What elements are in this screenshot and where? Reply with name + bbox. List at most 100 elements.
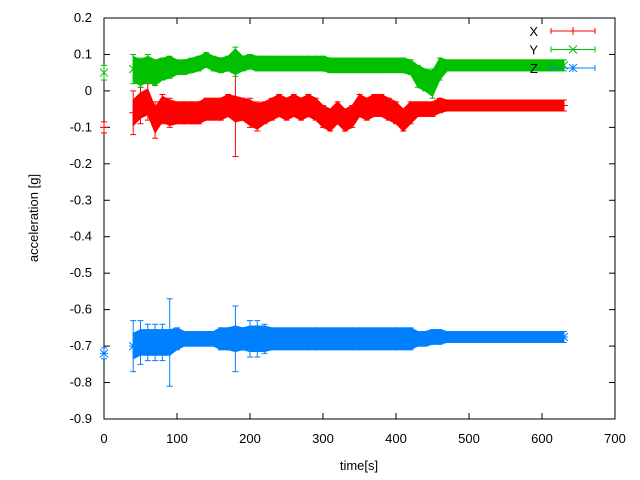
data-point-y — [530, 61, 540, 70]
data-point-z — [165, 338, 175, 347]
data-band-y — [432, 56, 441, 97]
data-band-y — [147, 55, 156, 87]
data-band-y — [271, 55, 280, 72]
y-tick-label: 0 — [85, 83, 92, 98]
data-point-x — [552, 101, 561, 110]
data-point-y — [128, 64, 138, 74]
data-point-y — [340, 61, 350, 70]
y-tick-label: -0.9 — [70, 411, 92, 426]
data-point-z — [391, 334, 401, 344]
data-point-x — [319, 112, 327, 121]
data-point-x — [370, 101, 379, 110]
data-point-x — [224, 101, 233, 110]
data-point-y — [355, 61, 364, 70]
data-point-z — [377, 334, 386, 344]
data-point-z — [398, 334, 408, 344]
data-point-y — [216, 61, 226, 70]
data-point-z — [537, 332, 547, 342]
data-point-z — [158, 338, 167, 347]
data-band-y — [198, 51, 207, 72]
data-point-y — [223, 59, 233, 68]
data-point-z — [544, 332, 554, 342]
x-tick-label: 400 — [385, 431, 407, 446]
data-point-x — [304, 101, 313, 110]
data-point-x — [559, 101, 568, 110]
data-point-x — [479, 101, 488, 110]
data-point-x — [384, 105, 393, 114]
x-tick-label: 700 — [604, 431, 626, 446]
data-point-y — [260, 59, 269, 68]
data-point-y — [369, 61, 379, 70]
data-point-x — [413, 105, 422, 114]
data-point-y — [136, 68, 145, 78]
data-point-z — [267, 334, 277, 344]
x-tick-label: 300 — [312, 431, 334, 446]
data-band-x — [161, 95, 171, 127]
data-point-x — [165, 108, 174, 117]
data-point-z — [442, 332, 452, 342]
data-band-y — [307, 55, 317, 72]
data-point-x — [530, 101, 539, 110]
data-point-z — [136, 338, 145, 347]
data-point-y — [413, 71, 423, 81]
data-point-x — [545, 101, 554, 110]
data-point-z — [216, 334, 226, 344]
data-point-y — [501, 61, 510, 70]
data-point-y — [150, 68, 160, 78]
x-tick-label: 600 — [531, 431, 553, 446]
y-tick-label: -0.7 — [70, 338, 92, 353]
data-band-x — [249, 99, 258, 130]
data-point-z — [187, 334, 196, 344]
data-point-y — [377, 61, 386, 70]
data-point-y — [457, 61, 467, 70]
data-point-x — [472, 101, 481, 110]
data-point-x — [246, 108, 254, 117]
data-point-y — [508, 61, 518, 70]
data-band-x — [227, 93, 236, 123]
data-point-y — [515, 61, 525, 70]
data-point-y — [172, 62, 182, 72]
data-point-x — [399, 116, 408, 125]
data-point-z — [128, 341, 138, 351]
data-point-z — [223, 334, 233, 344]
data-band-y — [256, 55, 266, 72]
data-point-x — [523, 101, 532, 110]
data-point-x — [289, 101, 298, 110]
data-band-x — [132, 91, 141, 127]
data-band-y — [373, 57, 382, 74]
data-point-y — [238, 59, 248, 68]
data-point-z — [420, 334, 430, 344]
data-point-z — [172, 334, 182, 344]
data-point-y — [523, 61, 532, 70]
data-point-z — [311, 334, 321, 344]
data-band-y — [344, 57, 353, 74]
data-point-z — [479, 332, 488, 342]
data-band-x — [315, 96, 324, 129]
data-point-x — [501, 101, 510, 110]
data-point-z — [209, 334, 218, 344]
data-point-z — [369, 334, 379, 344]
data-point-x — [443, 101, 452, 110]
x-tick-label: 100 — [166, 431, 188, 446]
data-point-x — [516, 101, 525, 110]
data-band-x — [402, 100, 412, 133]
y-tick-label: -0.5 — [70, 265, 92, 280]
data-point-z — [471, 332, 481, 342]
data-point-z — [464, 332, 474, 342]
data-point-z — [340, 334, 350, 344]
data-point-x — [282, 105, 291, 114]
data-point-y — [304, 59, 313, 68]
data-point-z — [486, 332, 496, 342]
data-point-z — [238, 334, 248, 344]
data-point-z — [325, 334, 335, 344]
data-point-y — [537, 61, 547, 70]
data-band-x — [242, 97, 251, 127]
data-point-x — [377, 101, 386, 110]
data-band-x — [329, 100, 339, 133]
data-point-x — [486, 101, 495, 110]
data-point-z — [143, 338, 153, 347]
data-point-y — [384, 61, 394, 70]
data-point-x — [494, 101, 503, 110]
data-point-x — [311, 105, 320, 114]
data-point-y — [450, 61, 459, 70]
